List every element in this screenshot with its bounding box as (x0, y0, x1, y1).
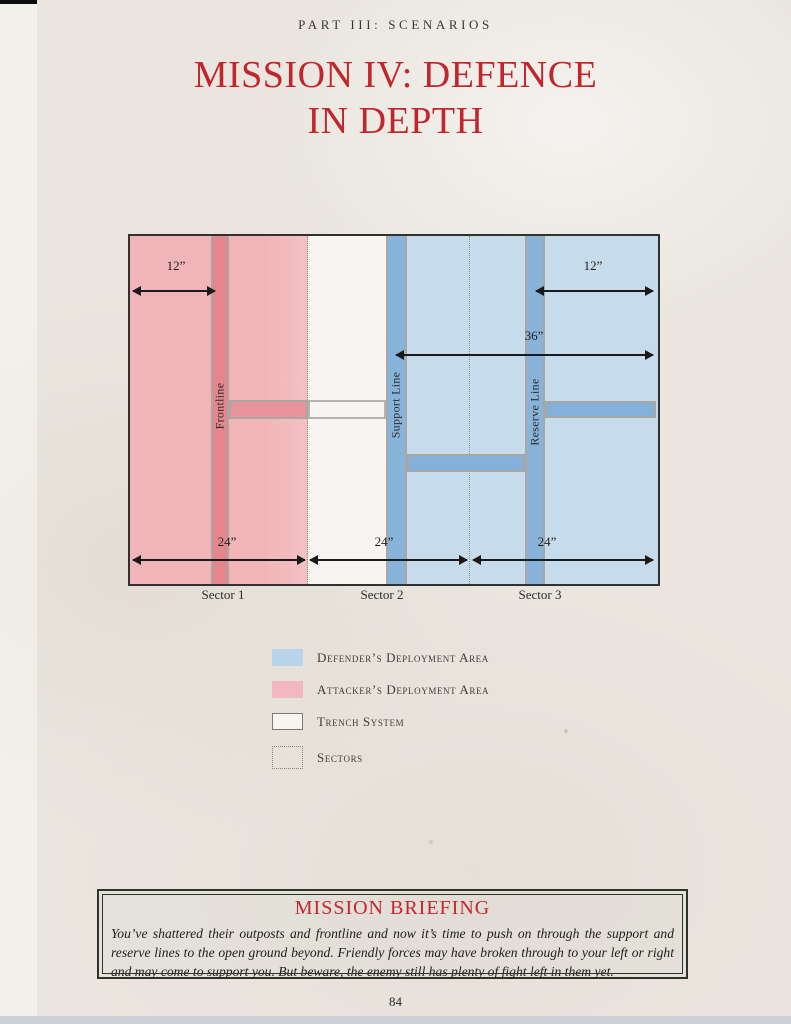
page-number: 84 (389, 994, 402, 1009)
sector-divider-2 (469, 236, 470, 584)
measurement-sector3-width: 24” (537, 534, 557, 549)
measurement-sector2-width: 24” (374, 534, 394, 549)
defender-area-swatch (272, 649, 303, 666)
support-line-trench-bar (386, 236, 407, 584)
scan-edge-left (0, 0, 37, 1024)
legend-label-trench: Trench System (317, 713, 405, 729)
sector-1-label: Sector 1 (201, 587, 245, 602)
title-line-2: IN DEPTH (307, 100, 484, 142)
legend-item-defender: Defender’s Deployment Area (272, 649, 489, 666)
measure-arrow-attacker-width (132, 286, 216, 296)
reserve-line-trench-bar (525, 236, 545, 584)
measure-arrow-sector3 (472, 555, 654, 565)
support-communication-trench (407, 454, 525, 472)
legend-label-sectors: Sectors (317, 749, 363, 765)
measure-arrow-sector1 (132, 555, 306, 565)
reserve-line-label: Reserve Line (527, 378, 542, 446)
measure-arrow-defender-right-width (535, 286, 654, 296)
part-kicker: PART III: SCENARIOS (298, 17, 493, 32)
sector-2-label: Sector 2 (360, 587, 404, 602)
mission-briefing-heading: MISSION BRIEFING (294, 897, 491, 919)
measure-arrow-defender-depth (395, 350, 654, 360)
title-line-1: MISSION IV: DEFENCE (193, 54, 598, 96)
measure-arrow-sector2 (309, 555, 468, 565)
sector-3-label: Sector 3 (518, 587, 562, 602)
support-line-label: Support Line (388, 371, 403, 439)
no-mans-land-trench (308, 400, 386, 419)
deployment-map: Frontline Support Line Reserve Line 12” … (128, 234, 660, 586)
sectors-swatch (272, 746, 303, 769)
attacker-area-swatch (272, 681, 303, 698)
frontline-trench-bar (211, 236, 229, 584)
measurement-defender-right-width: 12” (583, 258, 603, 273)
measurement-sector1-width: 24” (217, 534, 237, 549)
legend-item-attacker: Attacker’s Deployment Area (272, 681, 489, 698)
legend-item-trench: Trench System (272, 713, 404, 730)
legend-label-defender: Defender’s Deployment Area (317, 649, 489, 665)
mission-briefing-box: MISSION BRIEFING You’ve shattered their … (97, 889, 688, 979)
attacker-communication-trench (229, 400, 308, 419)
page-title: MISSION IV: DEFENCE IN DEPTH (0, 52, 791, 144)
trench-system-swatch (272, 713, 303, 730)
scan-edge-bottom (0, 1016, 791, 1024)
measurement-attacker-width: 12” (166, 258, 186, 273)
measurement-defender-depth: 36” (524, 328, 544, 343)
legend-item-sectors: Sectors (272, 746, 363, 769)
reserve-communication-trench (545, 401, 656, 418)
mission-briefing-text: You’ve shattered their outposts and fron… (111, 926, 674, 980)
legend-label-attacker: Attacker’s Deployment Area (317, 681, 490, 697)
frontline-label: Frontline (212, 382, 227, 430)
scan-mark-topleft (0, 0, 37, 4)
